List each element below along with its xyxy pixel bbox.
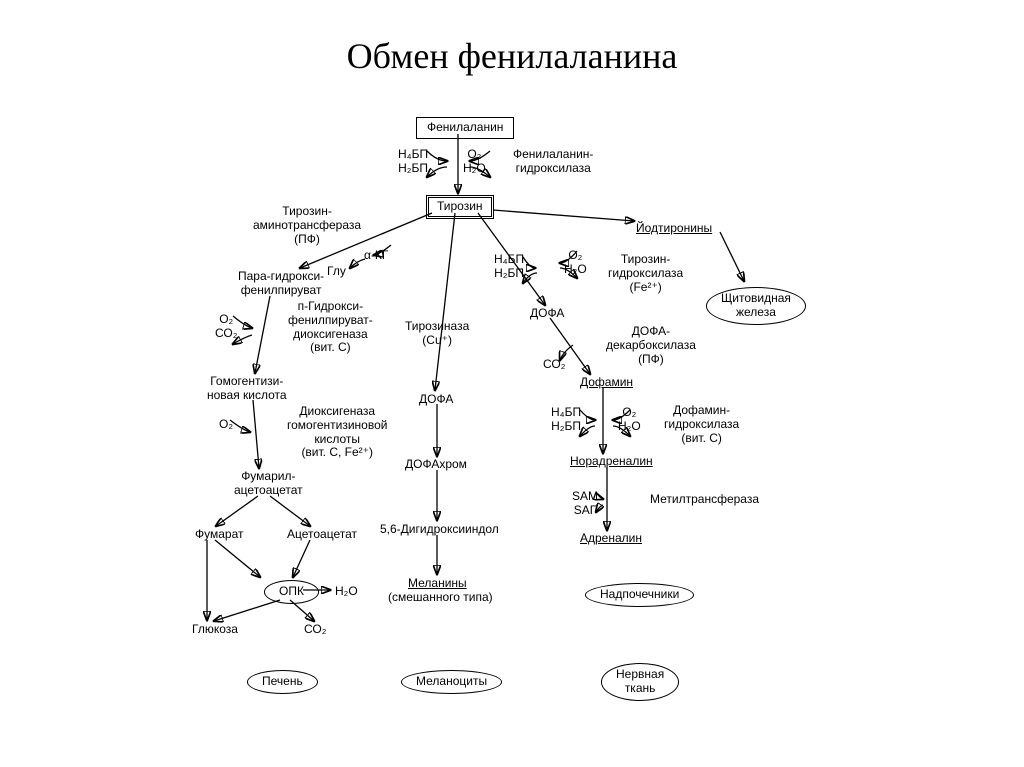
node-dofa1: ДОФА (530, 307, 564, 321)
node-co2c: СО₂ (543, 358, 565, 372)
arrow (216, 496, 258, 526)
arrow (293, 540, 310, 577)
node-glucose: Глюкоза (192, 623, 238, 637)
node-e_tyrhydrox: Тирозин- гидроксилаза (Fe²⁺) (608, 253, 683, 294)
arrow (253, 400, 259, 468)
arrow (215, 540, 260, 577)
node-e_hgadiox: Диоксигеназа гомогентизиновой кислоты (в… (287, 405, 387, 460)
node-noradr: Норадреналин (570, 455, 653, 469)
node-adrenalin: Адреналин (580, 532, 642, 546)
arrow (580, 410, 595, 420)
node-acetoacet: Ацетоацетат (287, 528, 357, 542)
node-o2h2o1: О₂ Н₂О (463, 148, 486, 176)
node-e_dophydrox: Дофамин- гидроксилаза (вит. С) (664, 404, 739, 445)
node-e_tyraminotr: Тирозин- аминотрансфераза (ПФ) (253, 205, 361, 246)
arrow (435, 213, 455, 390)
node-o2h2o2: О₂ Н₂О (564, 249, 587, 277)
node-liver: Печень (247, 670, 318, 694)
arrow (270, 496, 310, 526)
arrow (427, 167, 447, 177)
node-fumarate: Фумарат (195, 528, 244, 542)
node-h4bp1: Н₄БП Н₂БП (398, 148, 428, 176)
arrow (214, 600, 280, 621)
arrow (523, 273, 537, 283)
node-o2h2o3: О₂ Н₂О (618, 406, 641, 434)
node-thyroid: Щитовидная железа (706, 287, 806, 325)
arrow (255, 296, 270, 373)
arrows-layer (0, 0, 1024, 767)
node-h4bp3: Н₄БП Н₂БП (551, 406, 581, 434)
node-phe: Фенилаланин (416, 117, 514, 139)
node-opk: ОПК (264, 580, 319, 604)
arrow (720, 232, 744, 281)
node-o2co2a: О₂ СО₂ (215, 313, 237, 341)
arrow (350, 259, 365, 268)
node-sam: SAM SAГ (572, 490, 598, 518)
node-nerve: Нервная ткань (601, 663, 679, 701)
node-hga: Гомогентизи- новая кислота (207, 375, 287, 403)
node-glu: Глу (327, 265, 346, 279)
page-title: Обмен фенилаланина (0, 35, 1024, 77)
node-dopamine: Дофамин (580, 376, 633, 390)
node-dhi: 5,6-Дигидроксииндол (380, 523, 499, 537)
node-melanins2: (смешанного типа) (388, 591, 493, 605)
node-melanins: Меланины (408, 577, 467, 591)
node-e_dofadecarb: ДОФА- декарбоксилаза (ПФ) (606, 325, 696, 366)
node-tyr: Тирозин (426, 195, 494, 219)
arrow (523, 257, 535, 268)
node-e_phehydrox: Фенилаланин- гидроксилаза (513, 148, 593, 176)
node-tyrosinase: Тирозиназа (Сu⁺) (405, 320, 469, 348)
node-h2o_opk: Н₂О (335, 585, 358, 599)
node-adrenal: Надпочечники (585, 583, 694, 607)
node-melanocytes: Меланоциты (401, 670, 502, 694)
arrow (580, 426, 595, 436)
node-e_methyltr: Метилтрансфераза (650, 493, 759, 507)
arrow (427, 151, 447, 161)
node-h4bp2: Н₄БП Н₂БП (494, 253, 524, 281)
node-phpp: Пара-гидрокси- фенилпируват (238, 270, 324, 298)
arrow (493, 210, 634, 221)
node-fumacac: Фумарил- ацетоацетат (234, 470, 303, 498)
node-akg: α-КГ (364, 249, 388, 263)
node-co2: СО₂ (304, 623, 326, 637)
node-iodothyr: Йодтиронины (636, 222, 712, 236)
node-e_phppdiox: п-Гидрокси- фенилпируват- диоксигеназа (… (288, 300, 373, 355)
arrow (230, 420, 250, 432)
node-dofachrome: ДОФАхром (405, 458, 467, 472)
node-dofa2: ДОФА (419, 393, 453, 407)
node-o2b: О₂ (219, 418, 233, 432)
